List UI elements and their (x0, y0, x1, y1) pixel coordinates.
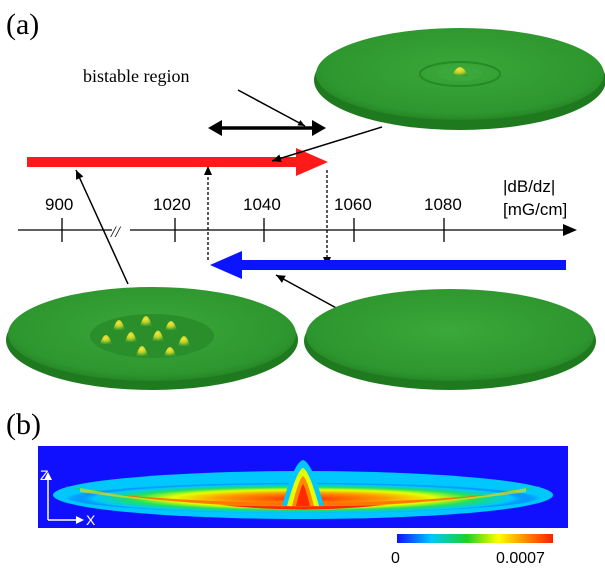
lattice-disk-pointer (75, 169, 129, 285)
colorbar-max-label: 0.0007 (496, 550, 545, 567)
tick-label-1020: 1020 (153, 195, 191, 214)
tick-label-900: 900 (45, 195, 73, 214)
axis-z-label: z (40, 467, 49, 483)
colorbar (397, 534, 553, 543)
forward-sweep-arrow (27, 148, 328, 176)
axis-break-symbol: // (110, 224, 121, 241)
panel-b-label: (b) (6, 408, 41, 441)
axis-x-label: x (86, 512, 96, 528)
colorbar-min-label: 0 (391, 550, 400, 567)
disk-flat (304, 289, 596, 390)
bistable-double-arrow (208, 120, 326, 136)
top-disk-pointer (271, 126, 383, 163)
panel-a-label: (a) (6, 8, 39, 41)
bistable-pointer-arrow (237, 89, 306, 127)
tick-label-1080: 1080 (424, 195, 462, 214)
flat-disk-pointer (275, 274, 341, 311)
axis-unit-label: |dB/dz| (503, 177, 555, 196)
density-cross-section (38, 446, 568, 528)
tick-label-1040: 1040 (243, 195, 281, 214)
gradient-axis (18, 218, 577, 242)
backward-sweep-arrow (210, 251, 566, 279)
bistable-region-label: bistable region (83, 66, 189, 86)
axes-indicator (44, 472, 84, 524)
tick-label-1060: 1060 (334, 195, 372, 214)
axis-unit-label-2: [mG/cm] (503, 200, 567, 219)
disk-lattice-peaks (6, 287, 298, 390)
disk-single-peak (314, 28, 605, 130)
